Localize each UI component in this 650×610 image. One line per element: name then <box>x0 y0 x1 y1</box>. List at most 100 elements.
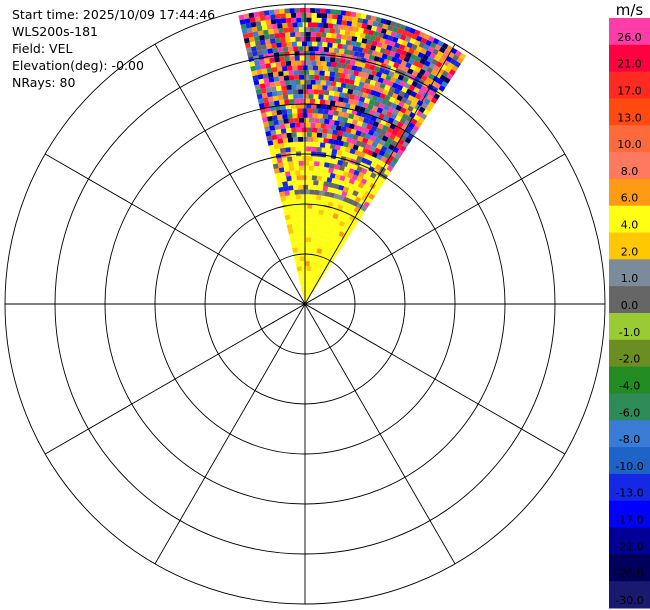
range-gate <box>320 239 327 246</box>
range-gate <box>414 55 422 63</box>
colorbar-segment <box>609 98 650 126</box>
range-gate <box>364 33 371 40</box>
range-gate <box>329 76 335 82</box>
range-gate <box>320 80 327 86</box>
range-gate <box>349 30 356 37</box>
range-gate <box>438 85 446 92</box>
range-gate <box>350 84 357 91</box>
colorbar-tick-label: 1.0 <box>621 272 639 285</box>
range-gate <box>359 62 366 68</box>
range-gate <box>391 129 399 136</box>
range-gate <box>336 149 343 156</box>
range-gate <box>303 136 309 142</box>
range-gate <box>268 101 275 107</box>
range-gate <box>348 79 355 85</box>
range-gate <box>330 81 337 87</box>
range-gate <box>327 201 334 208</box>
range-gate <box>297 179 304 185</box>
range-gate <box>336 179 343 186</box>
range-gate <box>319 234 326 240</box>
range-gate <box>315 8 321 14</box>
range-gate <box>426 66 434 74</box>
range-gate <box>388 60 395 67</box>
colorbar-segment <box>609 447 650 475</box>
range-gate <box>277 138 284 144</box>
range-gate <box>269 57 275 64</box>
range-gate <box>283 185 289 192</box>
range-gate <box>344 78 350 84</box>
range-gate <box>352 144 359 151</box>
range-gate <box>348 178 356 185</box>
range-gate <box>316 17 322 23</box>
range-gate <box>420 37 428 44</box>
range-gate <box>365 143 372 150</box>
range-gate <box>365 180 372 187</box>
range-gate <box>372 30 379 37</box>
range-gate <box>326 32 332 38</box>
range-gate <box>305 294 309 300</box>
range-gate <box>298 89 304 94</box>
range-gate <box>420 113 428 120</box>
range-gate <box>413 49 420 57</box>
range-gate <box>353 80 360 87</box>
range-gate <box>319 142 326 148</box>
range-gate <box>262 73 269 79</box>
range-gate <box>289 51 295 57</box>
range-gate <box>272 23 278 29</box>
range-gate <box>414 39 421 47</box>
range-gate <box>338 184 345 191</box>
range-gate <box>284 51 290 57</box>
range-gate <box>369 109 376 116</box>
range-gate <box>272 139 279 145</box>
range-gate <box>376 51 384 58</box>
range-gate <box>289 142 295 148</box>
range-gate <box>300 170 306 176</box>
range-gate <box>452 54 460 61</box>
range-gate <box>406 115 414 123</box>
range-gate <box>369 35 376 41</box>
range-gate <box>439 46 446 54</box>
range-gate <box>350 194 357 201</box>
range-gate <box>380 18 387 25</box>
range-gate <box>317 185 324 191</box>
range-gate <box>326 177 333 183</box>
range-gate <box>313 165 319 171</box>
range-gate <box>310 170 316 176</box>
range-gate <box>402 76 409 83</box>
range-gate <box>333 67 339 73</box>
range-gate <box>380 156 388 163</box>
range-gate <box>309 70 315 75</box>
range-gate <box>420 48 428 55</box>
range-gate <box>333 139 340 146</box>
range-gate <box>280 128 287 134</box>
range-gate <box>310 194 317 200</box>
range-gate <box>373 100 381 108</box>
range-gate <box>343 122 350 128</box>
range-gate <box>283 166 290 172</box>
range-gate <box>377 122 384 130</box>
range-gate <box>307 113 313 118</box>
range-gate <box>342 171 349 178</box>
range-gate <box>331 62 338 68</box>
range-gate <box>389 50 396 57</box>
range-gate <box>392 108 400 116</box>
range-gate <box>287 228 294 235</box>
range-gate <box>367 19 374 26</box>
range-gate <box>332 158 339 165</box>
range-gate <box>245 22 252 29</box>
range-gate <box>263 101 270 108</box>
range-gate <box>411 33 418 40</box>
range-gate <box>384 94 391 102</box>
range-gate <box>373 157 380 165</box>
range-gate <box>334 72 341 78</box>
range-gate <box>238 14 245 21</box>
range-gate <box>396 121 404 129</box>
range-gate <box>292 204 298 210</box>
range-gate <box>332 42 338 49</box>
range-gate <box>310 51 316 56</box>
range-gate <box>309 55 316 61</box>
range-gate <box>325 171 331 178</box>
range-gate <box>415 83 423 90</box>
range-gate <box>329 119 335 125</box>
range-gate <box>308 208 314 214</box>
